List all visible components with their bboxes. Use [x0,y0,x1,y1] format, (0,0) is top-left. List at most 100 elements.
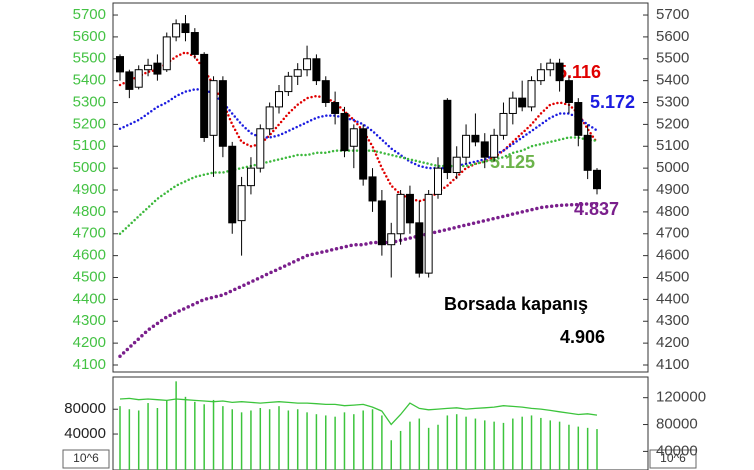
candle-body [265,106,274,130]
candle-body [172,23,181,38]
candle-body [153,62,162,75]
candle-body [462,134,471,158]
candle-body [368,176,377,202]
moving-average [118,202,599,359]
y2-tick-label: 4800 [656,203,689,220]
y2-tick-label: 4400 [656,290,689,307]
y-tick-label: 5700 [73,6,106,23]
y-tick-label: 80000 [64,400,106,417]
y2-tick-label: 5300 [656,93,689,110]
red-ma-label: 5.116 [557,62,601,82]
candle-body [293,69,302,77]
y-tick-label: 4100 [73,356,106,373]
y-tick-label: 5300 [73,93,106,110]
candle-body [246,167,255,187]
y2-tick-label: 4200 [656,334,689,351]
annotation: Borsada kapanış [444,294,588,314]
candle-body [359,128,368,180]
candle-body [331,102,340,114]
candle-body [377,200,386,246]
candle-body [218,80,227,147]
price-frame [112,2,649,373]
y2-tick-label: 5600 [656,28,689,45]
moving-average [118,136,599,236]
moving-average [118,50,599,203]
candle-body [321,80,330,104]
y2-tick-label: 5500 [656,50,689,67]
y-tick-label: 5400 [73,72,106,89]
candle-body [443,99,452,174]
unit-box [62,449,110,469]
candle-body [480,141,489,158]
blue-ma-label: 5.172 [590,92,635,112]
y2-tick-label: 5000 [656,159,689,176]
candle-body [303,58,312,71]
candle-body [593,169,601,190]
candle-body [237,185,246,222]
candle-body [452,156,461,174]
volume-line [119,397,598,426]
candle-body [200,53,209,139]
candle-body [564,80,573,104]
candle-body [256,128,265,169]
candle-body [555,62,564,82]
candle-body [387,233,396,246]
candle-body [125,71,134,90]
candle-body [396,193,405,235]
y-tick-label: 4800 [73,203,106,220]
candle-body [181,23,190,34]
volume-frame [112,376,649,470]
candle-body [228,145,237,224]
unit-label: 10^6 [660,451,686,465]
candle-body [536,69,545,82]
y-tick-label: 4700 [73,225,106,242]
y-tick-label: 4300 [73,312,106,329]
y2-tick-label: 4900 [656,181,689,198]
candle-body [518,97,527,108]
candle-body [499,112,508,136]
y2-tick-label: 80000 [656,416,698,433]
y-tick-label: 40000 [64,425,106,442]
y-tick-label: 5600 [73,28,106,45]
candle-body [134,69,143,88]
y2-tick-label: 5200 [656,115,689,132]
y2-tick-label: 4700 [656,225,689,242]
candle-body [574,102,583,136]
candle-body [490,134,499,158]
candle-body [340,112,349,152]
y-tick-label: 5000 [73,159,106,176]
y2-tick-label: 4500 [656,268,689,285]
purple-ma-label: 4.837 [574,199,619,219]
y2-tick-label: 40000 [656,442,698,459]
candle-body [434,167,442,195]
y-tick-label: 5100 [73,137,106,154]
candle-body [546,62,555,71]
candle-body [162,36,171,71]
y-tick-label: 4400 [73,290,106,307]
candle-body [275,91,283,108]
candle-body [116,56,124,73]
candle-body [349,128,358,147]
y-tick-label: 5500 [73,50,106,67]
candle-body [312,58,321,82]
y2-tick-label: 4100 [656,356,689,373]
y-tick-label: 5200 [73,115,106,132]
y2-tick-label: 120000 [656,389,706,406]
candle-body [190,32,199,55]
unit-label: 10^6 [73,451,99,465]
moving-average [118,88,599,170]
candle-body [471,134,480,143]
candle-body [209,80,218,136]
candle-body [424,193,433,274]
y2-tick-label: 5100 [656,137,689,154]
candle-body [144,64,153,71]
y-tick-label: 4200 [73,334,106,351]
y2-tick-label: 4600 [656,247,689,264]
y-tick-label: 4500 [73,268,106,285]
unit-box [649,449,697,469]
y2-tick-label: 5400 [656,72,689,89]
candle-body [415,222,424,274]
y-tick-label: 4600 [73,247,106,264]
candle-body [583,134,592,171]
